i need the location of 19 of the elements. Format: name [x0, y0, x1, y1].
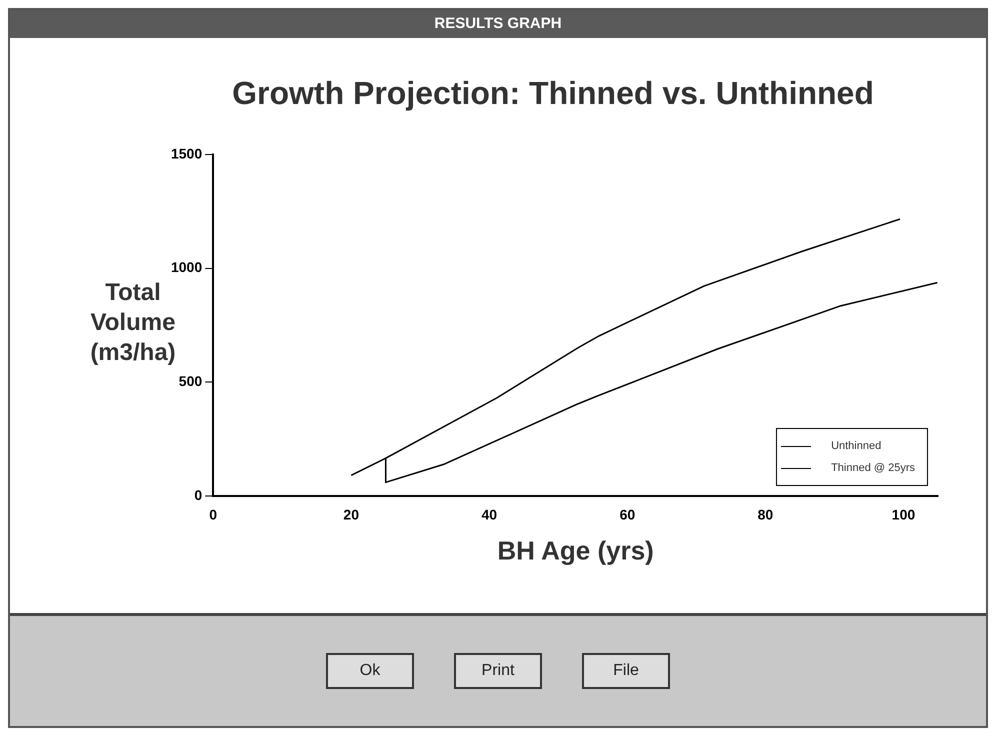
legend-label: Unthinned	[831, 440, 882, 452]
legend-label: Thinned @ 25yrs	[831, 462, 915, 474]
text: Print	[454, 653, 542, 689]
y-axis-title: Total Volume (m3/ha)	[89, 278, 177, 368]
x-tick-label: 80	[758, 506, 774, 522]
y-tick-label: 0	[194, 486, 202, 503]
x-tick-label: 20	[343, 506, 360, 522]
y-tick-label: 1000	[170, 259, 202, 276]
text: Ok	[326, 653, 414, 689]
y-tick-label: 500	[178, 372, 202, 389]
y-tick-label: 1500	[170, 145, 202, 162]
text: RESULTS GRAPH	[10, 10, 986, 38]
x-tick-label: 40	[481, 506, 498, 522]
x-tick-label: 0	[209, 506, 218, 522]
x-tick-label: 60	[620, 506, 636, 522]
x-tick-label: 100	[892, 506, 916, 522]
x-axis-title: BH Age (yrs)	[497, 536, 654, 566]
text: File	[582, 653, 670, 689]
chart-title: Growth Projection: Thinned vs. Unthinned	[232, 75, 874, 112]
